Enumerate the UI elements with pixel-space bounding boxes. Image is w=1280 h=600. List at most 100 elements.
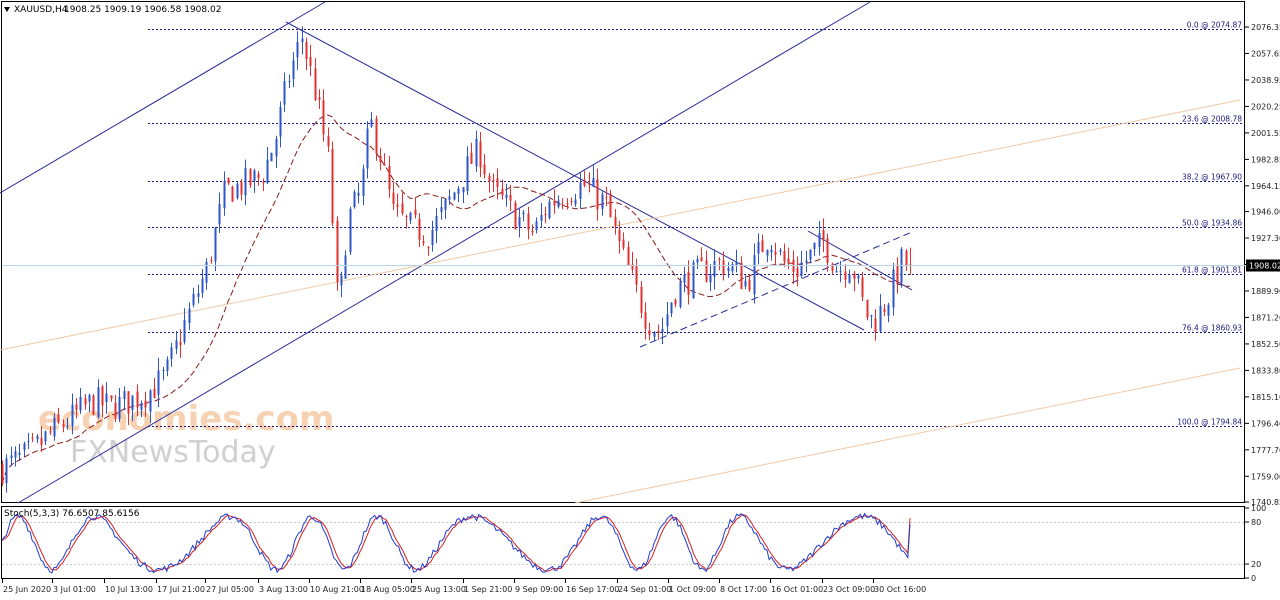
candle [779, 247, 782, 256]
x-tick-label: 25 Aug 13:00 [412, 585, 466, 594]
candle-body [123, 391, 126, 400]
candle [266, 146, 269, 185]
fib-level-label: 76.4 @ 1860.93 [1182, 324, 1242, 333]
candle-body [687, 272, 690, 295]
candle [866, 299, 869, 321]
candle-body [753, 255, 756, 295]
candle [553, 189, 556, 214]
triangle-down-icon[interactable] [4, 7, 10, 12]
candle-body [27, 441, 30, 443]
orange-channel-lower [574, 367, 1241, 504]
candle-body [136, 391, 139, 408]
x-tick-label: 16 Sep 17:00 [566, 585, 619, 594]
candle [696, 255, 699, 270]
candle-body [357, 192, 360, 196]
candle [505, 183, 508, 207]
candle-body [301, 38, 304, 43]
x-tick-label: 30 Oct 16:00 [874, 585, 926, 594]
candle-body [783, 251, 786, 262]
candle-body [779, 250, 782, 252]
candle [183, 308, 186, 345]
candle-body [427, 247, 430, 249]
candle-body [544, 214, 547, 216]
candle [588, 172, 591, 193]
candle [92, 393, 95, 416]
candle-body [66, 425, 69, 427]
candle [592, 165, 595, 188]
candle-body [640, 286, 643, 313]
candle-body [748, 279, 751, 291]
candle-body [53, 417, 56, 437]
candle [657, 324, 660, 340]
candle-body [370, 119, 373, 127]
candle [574, 193, 577, 207]
candle [175, 331, 178, 355]
candle-body [75, 404, 78, 410]
candle-body [744, 280, 747, 287]
candle [774, 242, 777, 265]
y-tick-label: 1740.85 [1251, 498, 1280, 507]
candle-body [831, 263, 834, 271]
fib-level-label: 50.0 @ 1934.86 [1182, 219, 1242, 228]
candle [110, 395, 113, 402]
candle-body [79, 397, 82, 411]
candle [892, 262, 895, 316]
candle [883, 304, 886, 317]
candle-body [157, 370, 160, 395]
candle-body [71, 404, 74, 427]
candle-body [236, 183, 239, 198]
candle-body [496, 178, 499, 187]
candle [244, 159, 247, 206]
candle-body [509, 194, 512, 201]
candle-body [835, 271, 838, 273]
y-tick-label: 2038.95 [1251, 76, 1280, 85]
candle [818, 221, 821, 256]
candle-body [818, 233, 821, 248]
fib-level-label: 38.2 @ 1967.90 [1182, 173, 1242, 182]
candle [614, 209, 617, 235]
candle-body [583, 179, 586, 186]
candle-body [266, 159, 269, 184]
candle [201, 269, 204, 298]
candle [231, 185, 234, 202]
candle [401, 192, 404, 216]
candle [844, 264, 847, 288]
candle [101, 384, 104, 418]
candle-body [661, 328, 664, 333]
candle-body [462, 187, 465, 193]
candle [905, 248, 908, 271]
candle-body [344, 255, 347, 279]
candle [188, 302, 191, 331]
candle [579, 172, 582, 209]
candle [127, 391, 130, 426]
candle [466, 146, 469, 196]
candle [718, 257, 721, 271]
candle [301, 26, 304, 55]
candle-body [84, 398, 87, 405]
candle [270, 152, 273, 162]
candle [123, 386, 126, 411]
candle-body [1, 464, 4, 484]
fib-level-label: 0.0 @ 2074.87 [1187, 21, 1242, 30]
candle [53, 413, 56, 441]
candle [896, 257, 899, 294]
last-price-label: 1908.02 [1249, 262, 1280, 271]
candle [375, 115, 378, 161]
candle-body [414, 209, 417, 216]
candle-body [97, 387, 100, 417]
candle-body [618, 229, 621, 242]
candle [427, 245, 430, 256]
candle [97, 379, 100, 419]
candle-body [705, 260, 708, 282]
candle-body [466, 156, 469, 192]
candle-body [457, 188, 460, 194]
candle-body [223, 181, 226, 209]
candle-body [409, 212, 412, 221]
candle [257, 171, 260, 186]
candle [874, 309, 877, 341]
candle [131, 395, 134, 422]
candle-body [601, 194, 604, 209]
